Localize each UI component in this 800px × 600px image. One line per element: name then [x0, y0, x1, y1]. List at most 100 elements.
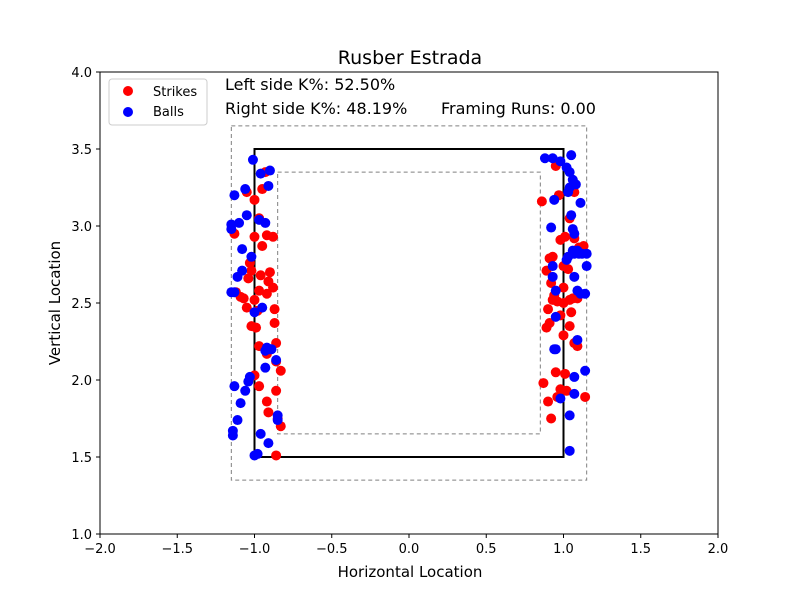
balls-point — [580, 365, 591, 376]
balls-point — [564, 445, 575, 456]
balls-point — [549, 194, 560, 205]
strikes-point — [558, 330, 569, 341]
strikes-point — [264, 267, 275, 278]
strikes-point — [566, 307, 577, 318]
strikes-point — [560, 368, 571, 379]
balls-point — [569, 371, 580, 382]
legend-strikes-marker — [123, 86, 133, 96]
balls-point — [555, 393, 566, 404]
strikes-point — [263, 407, 274, 418]
balls-point — [264, 165, 275, 176]
balls-point — [564, 167, 575, 178]
balls-point — [227, 430, 238, 441]
balls-point — [229, 287, 240, 298]
chart-title: Rusber Estrada — [338, 47, 482, 69]
strikes-point — [269, 318, 280, 329]
balls-point — [240, 184, 251, 195]
strikes-point — [564, 321, 575, 332]
balls-point — [234, 217, 245, 228]
y-tick-label: 1.5 — [71, 451, 92, 466]
y-tick-label: 1.0 — [71, 528, 92, 543]
balls-point — [226, 219, 237, 230]
strikes-point — [546, 413, 557, 424]
x-tick-label: 1.5 — [630, 542, 651, 557]
balls-point — [260, 362, 271, 373]
balls-point — [249, 307, 260, 318]
balls-point — [232, 415, 243, 426]
balls-point — [252, 448, 263, 459]
legend-balls-marker — [123, 107, 133, 117]
strikes-point — [541, 322, 552, 333]
balls-point — [547, 271, 558, 282]
strikes-point — [269, 304, 280, 315]
y-tick-label: 2.0 — [71, 374, 92, 389]
strikes-point — [544, 253, 555, 264]
balls-point — [573, 248, 584, 259]
strikes-point — [271, 450, 282, 461]
balls-point — [243, 376, 254, 387]
balls-point — [580, 288, 591, 299]
balls-point — [581, 248, 592, 259]
balls-point — [581, 261, 592, 272]
balls-point — [247, 154, 258, 165]
strikes-point — [255, 270, 266, 281]
balls-point — [272, 415, 283, 426]
strikes-point — [249, 231, 260, 242]
strikes-point — [249, 194, 260, 205]
strikes-point — [261, 288, 272, 299]
balls-point — [257, 302, 268, 313]
right-k-annotation: Right side K%: 48.19% — [225, 99, 407, 118]
balls-point — [271, 354, 282, 365]
balls-point — [241, 210, 252, 221]
strikes-point — [254, 381, 265, 392]
balls-point — [263, 438, 274, 449]
balls-point — [229, 190, 240, 201]
balls-point — [575, 197, 586, 208]
balls-point — [235, 398, 246, 409]
legend-strikes-label: Strikes — [153, 85, 197, 100]
balls-point — [550, 311, 561, 322]
strikes-point — [243, 273, 254, 284]
balls-point — [255, 428, 266, 439]
balls-point — [263, 180, 274, 191]
y-tick-label: 3.5 — [71, 143, 92, 158]
strikes-point — [251, 322, 262, 333]
balls-point — [550, 344, 561, 355]
strikes-point — [257, 241, 268, 252]
balls-point — [550, 285, 561, 296]
y-axis-ticks: 1.0 1.5 2.0 2.5 3.0 3.5 4.0 — [71, 66, 100, 543]
balls-point — [229, 381, 240, 392]
strikes-point — [271, 385, 282, 396]
legend: Strikes Balls — [108, 78, 208, 126]
balls-point — [566, 150, 577, 161]
inner-zone — [277, 171, 541, 435]
strikes-point — [558, 282, 569, 293]
points — [226, 150, 592, 461]
balls-point — [246, 251, 257, 262]
x-tick-label: 0.0 — [399, 542, 420, 557]
strikes-point — [254, 285, 265, 296]
x-tick-label: −0.5 — [316, 542, 348, 557]
balls-point — [261, 342, 272, 353]
balls-point — [255, 168, 266, 179]
balls-point — [547, 153, 558, 164]
strikes-point — [249, 294, 260, 305]
strikes-point — [550, 367, 561, 378]
strikes-point — [580, 391, 591, 402]
strikes-point — [268, 231, 279, 242]
outer-zone — [230, 125, 588, 481]
strikes-point — [563, 264, 574, 275]
strikes-point — [241, 302, 252, 313]
legend-balls-label: Balls — [153, 105, 184, 120]
x-tick-label: −2.0 — [84, 542, 116, 557]
balls-point — [546, 222, 557, 233]
x-axis-label: Horizontal Location — [338, 563, 483, 581]
balls-point — [561, 254, 572, 265]
x-tick-label: 0.5 — [476, 542, 497, 557]
strikes-point — [536, 196, 547, 207]
x-axis-ticks: −2.0 −1.5 −1.0 −0.5 0.0 0.5 1.0 1.5 2.0 — [84, 534, 728, 557]
balls-point — [569, 388, 580, 399]
y-axis-label: Vertical Location — [46, 241, 64, 365]
x-tick-label: −1.0 — [239, 542, 271, 557]
balls-point — [564, 410, 575, 421]
